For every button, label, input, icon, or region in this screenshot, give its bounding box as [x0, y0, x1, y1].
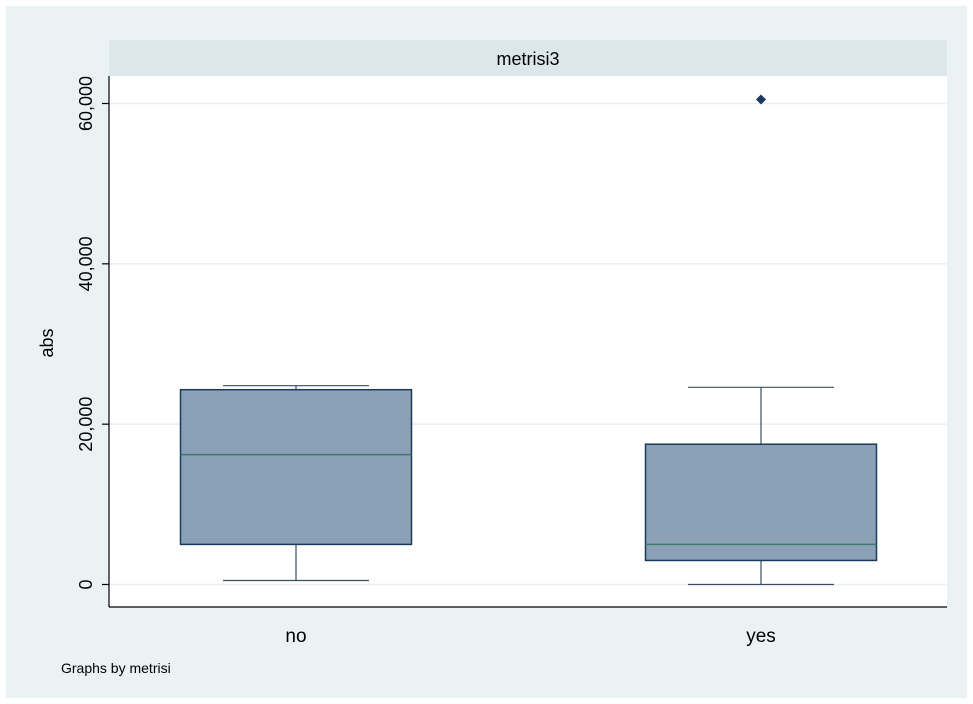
panel-header: [109, 40, 947, 76]
boxes: [179, 94, 878, 586]
y-tick-label: 40,000: [76, 236, 96, 291]
y-tick-label: 60,000: [76, 76, 96, 131]
y-tick-label: 0: [76, 579, 96, 589]
box-no: [179, 385, 413, 582]
axes: 0 20,000 40,000 60,000 no yes: [76, 76, 947, 647]
x-category-label: no: [285, 626, 306, 647]
graph-note: Graphs by metrisi: [61, 660, 171, 676]
iqr-box: [179, 388, 413, 546]
graph-region: metrisi3 0 20,000 40,000 60,000 no yes abs Gr…: [6, 6, 967, 698]
box-plot-chart: metrisi3 0 20,000 40,000 60,000 no yes abs Gr…: [37, 40, 947, 676]
y-tick-label: 20,000: [76, 397, 96, 452]
outlier-point: [756, 94, 766, 105]
panel-title: metrisi3: [496, 49, 559, 69]
iqr-box: [644, 443, 878, 562]
y-axis-title: abs: [37, 328, 57, 357]
box-yes: [644, 94, 878, 586]
x-category-label: yes: [746, 626, 776, 647]
